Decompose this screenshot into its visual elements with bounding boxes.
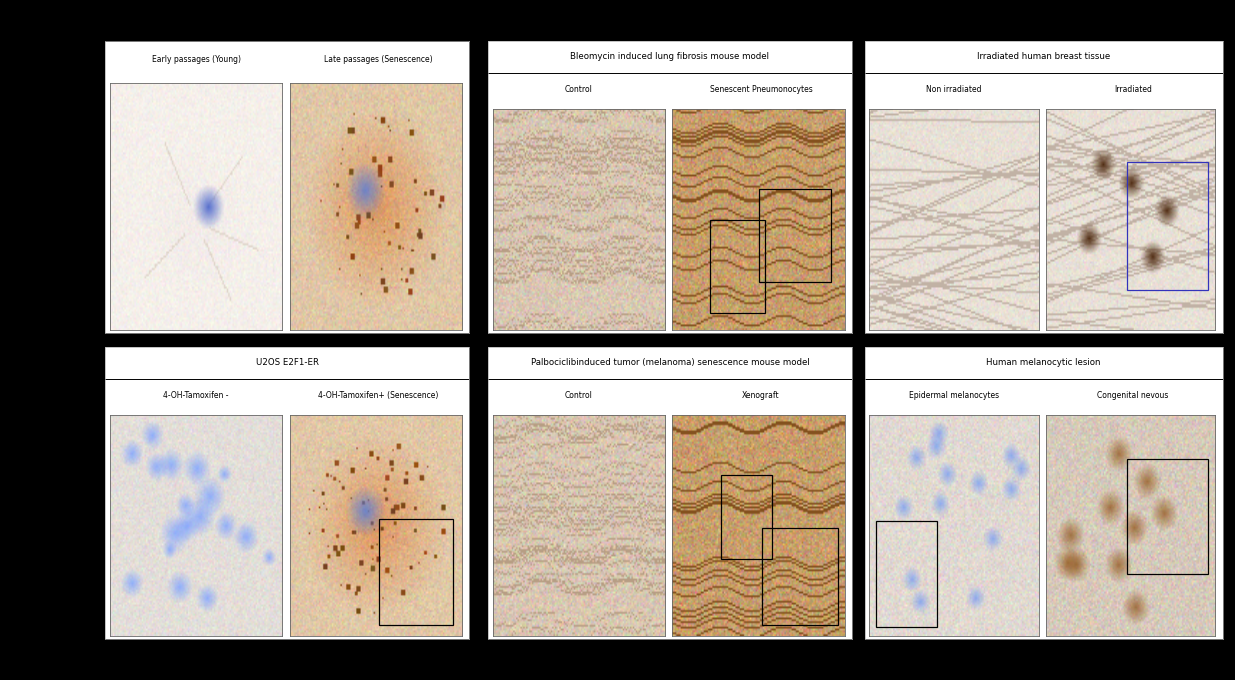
Bar — [379, 519, 453, 625]
Text: Palbociclibinduced tumor (melanoma) senescence mouse model: Palbociclibinduced tumor (melanoma) sene… — [531, 358, 809, 367]
Text: Congenital nevous: Congenital nevous — [1098, 390, 1168, 400]
Bar — [758, 188, 831, 282]
Bar — [710, 220, 766, 313]
Bar — [1128, 459, 1209, 575]
Text: Late passages (Senescence): Late passages (Senescence) — [324, 55, 432, 65]
Text: Control: Control — [564, 390, 593, 400]
Bar — [721, 475, 772, 559]
Text: Senescent Pneumonocytes: Senescent Pneumonocytes — [710, 84, 813, 94]
Text: Bleomycin induced lung fibrosis mouse model: Bleomycin induced lung fibrosis mouse mo… — [571, 52, 769, 61]
Text: Epidermal melanocytes: Epidermal melanocytes — [909, 390, 999, 400]
Bar — [762, 528, 837, 625]
Bar — [1128, 162, 1209, 290]
Text: 4-OH-Tamoxifen -: 4-OH-Tamoxifen - — [163, 390, 228, 400]
Text: Human melanocytic lesion: Human melanocytic lesion — [987, 358, 1100, 367]
Text: Control: Control — [564, 84, 593, 94]
Bar — [876, 521, 937, 628]
Text: Irradiated human breast tissue: Irradiated human breast tissue — [977, 52, 1110, 61]
Text: 4-OH-Tamoxifen+ (Senescence): 4-OH-Tamoxifen+ (Senescence) — [319, 390, 438, 400]
Text: U2OS E2F1-ER: U2OS E2F1-ER — [256, 358, 319, 367]
Text: Xenograft: Xenograft — [742, 390, 779, 400]
Text: Early passages (Young): Early passages (Young) — [152, 55, 241, 65]
Text: Irradiated: Irradiated — [1114, 84, 1152, 94]
Text: Non irradiated: Non irradiated — [926, 84, 982, 94]
